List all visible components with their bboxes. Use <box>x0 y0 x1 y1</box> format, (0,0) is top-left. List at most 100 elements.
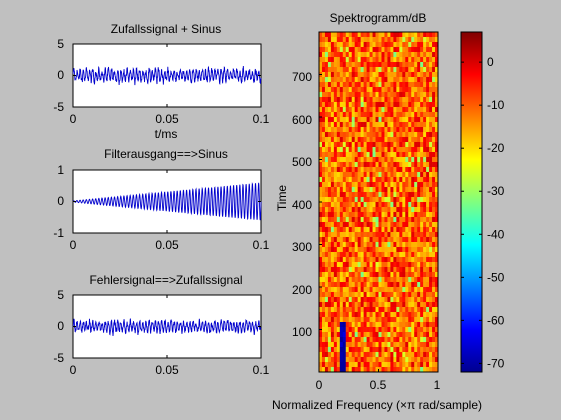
spectrogram-cell <box>330 107 335 113</box>
spectrogram-cell <box>432 32 436 38</box>
spectrogram-cell <box>399 302 403 308</box>
spectrogram-cell <box>333 137 338 143</box>
spectrogram-cell <box>378 252 382 258</box>
spectrogram-cell <box>351 217 355 223</box>
spectrogram-cell <box>378 357 382 363</box>
spectrogram-cell <box>396 332 400 338</box>
spectrogram-cell <box>393 172 397 178</box>
spectrogram-cell <box>384 212 388 218</box>
spectrogram-cell <box>324 367 329 373</box>
spectrogram-cell <box>357 77 361 83</box>
spectrogram-cell <box>423 212 427 218</box>
spectrogram-cell <box>411 337 415 343</box>
spectrogram-cell <box>372 212 376 218</box>
spectrogram-cell <box>360 92 364 98</box>
spectrogram-cell <box>321 362 326 368</box>
spectrogram-cell <box>375 197 379 203</box>
spectrogram-cell <box>319 32 323 38</box>
spectrogram-cell <box>372 67 376 73</box>
spectrogram-cell <box>390 282 394 288</box>
spectrogram-cell <box>333 332 338 338</box>
spectrogram-cell <box>387 97 391 103</box>
spectrogram-cell <box>429 352 433 358</box>
spectrogram-cell <box>354 82 358 88</box>
spectrogram-cell <box>348 262 353 268</box>
spectrogram-cell <box>384 307 388 313</box>
spectrogram-cell <box>402 332 406 338</box>
spectrogram-cell <box>378 112 382 118</box>
spectrogram-cell <box>411 92 415 98</box>
spectrogram-cell <box>429 367 433 373</box>
spectrogram-cell <box>339 117 344 123</box>
spectrogram-cell <box>420 262 424 268</box>
spectrogram-cell <box>321 132 326 138</box>
spectrogram-cell <box>333 142 338 148</box>
spectrogram-cell <box>390 167 394 173</box>
spectrogram-cell <box>357 217 361 223</box>
spectrogram-cell <box>345 102 350 108</box>
spectrogram-cell <box>387 117 391 123</box>
spectrogram-cell <box>423 287 427 293</box>
spectrogram-cell <box>357 47 361 53</box>
spectrogram-cell <box>372 342 376 348</box>
spectrogram-cell <box>426 227 430 233</box>
spectrogram-cell <box>342 362 347 368</box>
spectrogram-cell <box>342 267 347 273</box>
spectrogram-cell <box>426 232 430 238</box>
spectrogram-cell <box>357 322 361 328</box>
spectrogram-cell <box>390 57 394 63</box>
spectrogram-cell <box>375 192 379 198</box>
spectrogram-cell <box>333 177 338 183</box>
plot1-xlabel: t/ms <box>155 127 178 141</box>
spectrogram-cell <box>342 127 347 133</box>
spectrogram-cell <box>327 272 332 278</box>
spectrogram-cell <box>351 112 355 118</box>
spectrogram-cell <box>411 357 415 363</box>
spectrogram-cell <box>354 327 358 333</box>
spectrogram-cell <box>339 57 344 63</box>
spectrogram-cell <box>327 162 332 168</box>
spectrogram-cell <box>360 302 364 308</box>
spectrogram-cell <box>319 152 323 158</box>
spectrogram-cell <box>372 147 376 153</box>
spectrogram-cell <box>369 187 373 193</box>
spectrogram-cell <box>405 142 409 148</box>
spectrogram-cell <box>372 252 376 258</box>
spectrogram-cell <box>429 172 433 178</box>
spectrogram-cell <box>333 107 338 113</box>
spectrogram-cell <box>432 342 436 348</box>
spectrogram-cell <box>342 92 347 98</box>
spectrogram-cell <box>390 187 394 193</box>
spectrogram-cell <box>330 127 335 133</box>
spectrogram-cell <box>429 107 433 113</box>
spectrogram-cell <box>366 327 370 333</box>
spectrogram-cell <box>384 62 388 68</box>
spectrogram-cell <box>363 252 367 258</box>
spectrogram-cell <box>345 292 350 298</box>
spectrogram-cell <box>414 67 418 73</box>
spectrogram-cell <box>417 157 421 163</box>
spectrogram-cell <box>330 177 335 183</box>
spectrogram-cell <box>384 262 388 268</box>
spectrogram-cell <box>366 312 370 318</box>
spectrogram-cell <box>426 287 430 293</box>
spectrogram-cell <box>372 87 376 93</box>
spectrogram-cell <box>333 317 338 323</box>
spectrogram-cell <box>420 37 424 43</box>
spectrogram-cell <box>387 137 391 143</box>
spectrogram-cell <box>378 167 382 173</box>
spectrogram-cell <box>375 367 379 373</box>
spectrogram-cell <box>363 112 367 118</box>
spectrogram-cell <box>360 242 364 248</box>
spectrogram-cell <box>354 352 358 358</box>
spectrogram-cell <box>435 127 439 133</box>
spectrogram-cell <box>417 152 421 158</box>
spectrogram-cell <box>414 207 418 213</box>
spectrogram-cell <box>330 317 335 323</box>
spectrogram-ytick-label: 400 <box>292 198 312 212</box>
spectrogram-cell <box>420 302 424 308</box>
spectrogram-cell <box>417 62 421 68</box>
spectrogram-cell <box>390 217 394 223</box>
spectrogram-cell <box>342 287 347 293</box>
spectrogram-cell <box>411 137 415 143</box>
